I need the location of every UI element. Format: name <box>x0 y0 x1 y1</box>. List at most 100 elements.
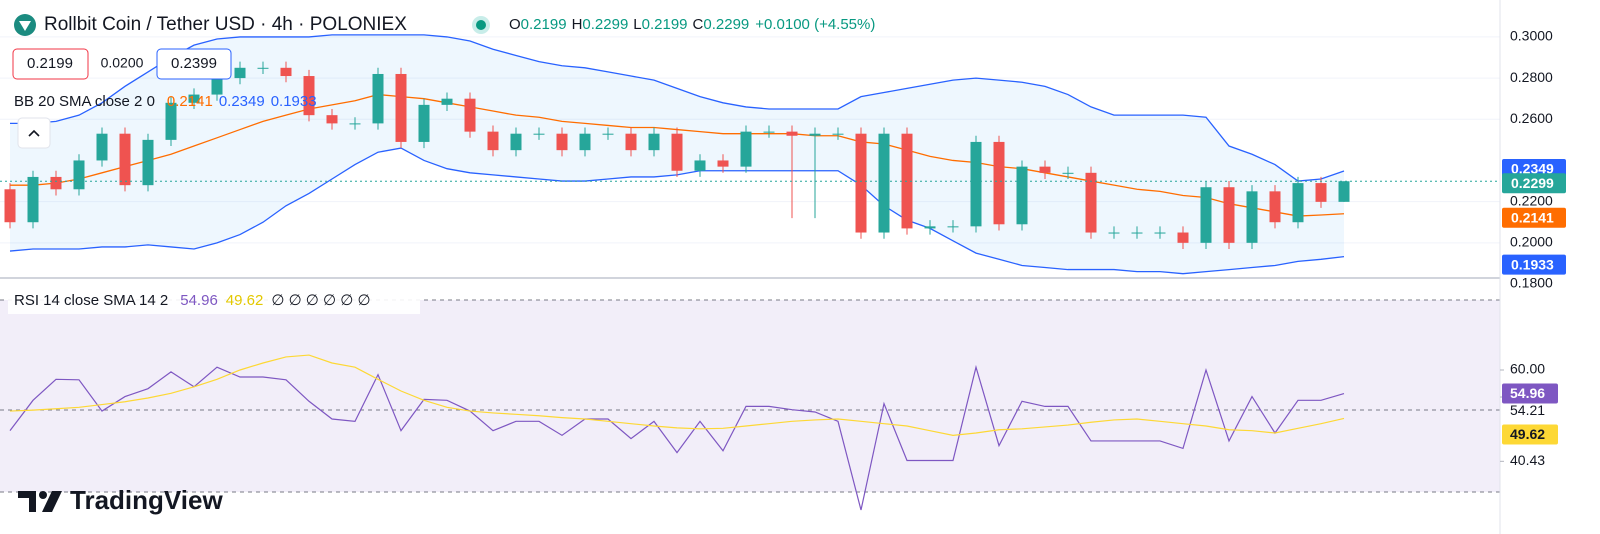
o-label: O <box>509 16 521 33</box>
candle-body <box>1223 187 1235 243</box>
bb-lower-badge: 0.1933 <box>1511 256 1554 272</box>
bb-legend: BB 20 SMA close 2 0 0.2141 0.2349 0.1933 <box>14 93 317 110</box>
candle-body <box>763 131 775 133</box>
bb-lower-badge-bg <box>1502 254 1566 275</box>
candle-body <box>188 94 200 103</box>
y-tick-label: 0.1800 <box>1510 275 1553 291</box>
rsi-legend-bg <box>8 288 420 314</box>
l-label: L <box>633 16 641 33</box>
candle-body <box>1269 191 1281 223</box>
candle-body <box>1154 232 1166 234</box>
grid <box>0 36 1500 493</box>
candle-body <box>533 133 545 135</box>
brand-icon <box>18 491 36 512</box>
y-tick-label: 0.2200 <box>1510 192 1553 208</box>
candle-body <box>1062 172 1074 174</box>
candle-body <box>418 104 430 142</box>
collapse-button[interactable] <box>17 117 51 149</box>
candle-body <box>924 226 936 229</box>
candle-body <box>280 67 292 77</box>
candle-body <box>809 133 821 136</box>
bb-basis-badge: 0.2141 <box>1511 209 1554 225</box>
candle-body <box>993 141 1005 225</box>
candle-body <box>1200 187 1212 243</box>
candle-body <box>234 67 246 79</box>
candle-body <box>119 133 131 186</box>
candle-body <box>1338 181 1350 202</box>
rsi-label: RSI 14 close SMA 14 2 <box>14 292 168 309</box>
c-value: 0.2299 <box>703 16 749 33</box>
bb-lower-value: 0.1933 <box>271 93 317 110</box>
bb-basis-value: 0.2141 <box>167 93 213 110</box>
brand-name: TradingView <box>70 485 223 515</box>
candle-body <box>50 176 62 190</box>
candle-body <box>303 76 315 116</box>
candle-body <box>832 133 844 135</box>
sell-price[interactable]: 0.2199 <box>27 55 73 72</box>
candle-body <box>464 98 476 132</box>
brand-icon <box>39 491 47 499</box>
c-label: C <box>693 16 704 33</box>
plot <box>0 34 1500 511</box>
status-dot <box>476 20 486 30</box>
h-value: 0.2299 <box>582 16 628 33</box>
candle-body <box>1085 172 1097 233</box>
candle-body <box>878 133 890 233</box>
candle-body <box>211 78 223 95</box>
buy-price[interactable]: 0.2399 <box>171 55 217 72</box>
candle-body <box>556 133 568 151</box>
collapse-icon[interactable] <box>28 129 40 137</box>
candle-body <box>1039 166 1051 173</box>
bb-upper-badge: 0.2349 <box>1511 161 1554 177</box>
symbol-title: Rollbit Coin / Tether USD · 4h · POLONIE… <box>44 14 407 35</box>
candle-body <box>395 73 407 142</box>
rsi-sma-badge: 49.62 <box>1510 426 1545 442</box>
y-tick-label: 0.2800 <box>1510 69 1553 85</box>
h-label: H <box>572 16 583 33</box>
l-value: 0.2199 <box>642 16 688 33</box>
candle-body <box>717 160 729 167</box>
candle-body <box>349 123 361 125</box>
candle-body <box>855 133 867 233</box>
candle-body <box>96 133 108 161</box>
candle-body <box>441 98 453 105</box>
rsi-badge: 54.96 <box>1510 385 1545 401</box>
bb-basis-badge-bg <box>1502 207 1566 228</box>
y-tick-label: 0.2600 <box>1510 110 1553 126</box>
candle-body <box>73 160 85 190</box>
bb-label: BB 20 SMA close 2 0 <box>14 93 155 110</box>
candle-body <box>372 73 384 124</box>
y-tick-label: 0.3000 <box>1510 28 1553 44</box>
ohlc-legend: O0.2199 H0.2299 L0.2199 C0.2299 +0.0100 (+4.… <box>509 16 875 33</box>
close-badge: 0.2299 <box>1511 175 1554 191</box>
buy-button[interactable] <box>156 48 232 80</box>
candle-body <box>740 131 752 167</box>
candle-body <box>648 133 660 151</box>
candle-body <box>487 131 499 151</box>
candle-body <box>510 133 522 151</box>
rsi-tick-label: 60.00 <box>1510 361 1545 377</box>
candle-body <box>1246 191 1258 243</box>
close-badge-bg <box>1502 173 1566 194</box>
rsi-band <box>0 300 1500 492</box>
sell-button[interactable] <box>12 48 89 80</box>
candle-body <box>27 176 39 223</box>
rsi-tick-label: 40.43 <box>1510 452 1545 468</box>
rsi-badge-bg <box>1502 383 1558 404</box>
candle-body <box>1177 232 1189 243</box>
candle-body <box>625 133 637 151</box>
candle-body <box>4 189 16 223</box>
candle-body <box>947 226 959 228</box>
candle-body <box>579 133 591 151</box>
candle-body <box>970 141 982 227</box>
rsi-value: 54.96 <box>180 292 218 309</box>
brand-icon <box>42 491 62 512</box>
y-tick-label: 0.2000 <box>1510 234 1553 250</box>
candle-body <box>1016 166 1028 225</box>
candle-body <box>1315 183 1327 202</box>
bb-upper-value: 0.2349 <box>219 93 265 110</box>
candle-body <box>326 115 338 124</box>
change: +0.0100 (+4.55%) <box>755 16 875 33</box>
